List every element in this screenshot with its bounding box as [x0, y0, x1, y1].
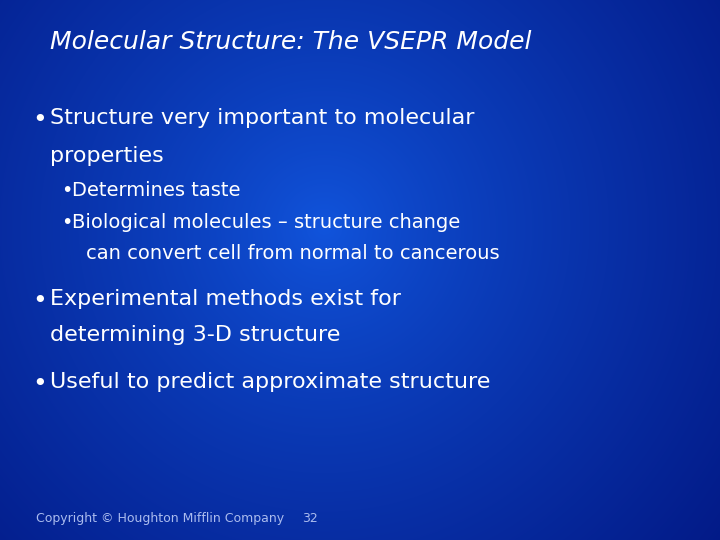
Text: •: • — [32, 289, 47, 313]
Text: properties: properties — [50, 146, 164, 166]
Text: Determines taste: Determines taste — [72, 181, 240, 200]
Text: Biological molecules – structure change: Biological molecules – structure change — [72, 213, 460, 232]
Text: 32: 32 — [302, 512, 318, 525]
Text: Copyright © Houghton Mifflin Company: Copyright © Houghton Mifflin Company — [36, 512, 284, 525]
Text: Molecular Structure: The VSEPR Model: Molecular Structure: The VSEPR Model — [50, 30, 532, 53]
Text: •: • — [61, 181, 73, 200]
Text: can convert cell from normal to cancerous: can convert cell from normal to cancerou… — [86, 244, 500, 263]
Text: •: • — [32, 108, 47, 132]
Text: •: • — [32, 372, 47, 395]
Text: •: • — [61, 213, 73, 232]
Text: Useful to predict approximate structure: Useful to predict approximate structure — [50, 372, 491, 392]
Text: Structure very important to molecular: Structure very important to molecular — [50, 108, 475, 128]
Text: Experimental methods exist for: Experimental methods exist for — [50, 289, 402, 309]
Text: determining 3-D structure: determining 3-D structure — [50, 325, 341, 345]
